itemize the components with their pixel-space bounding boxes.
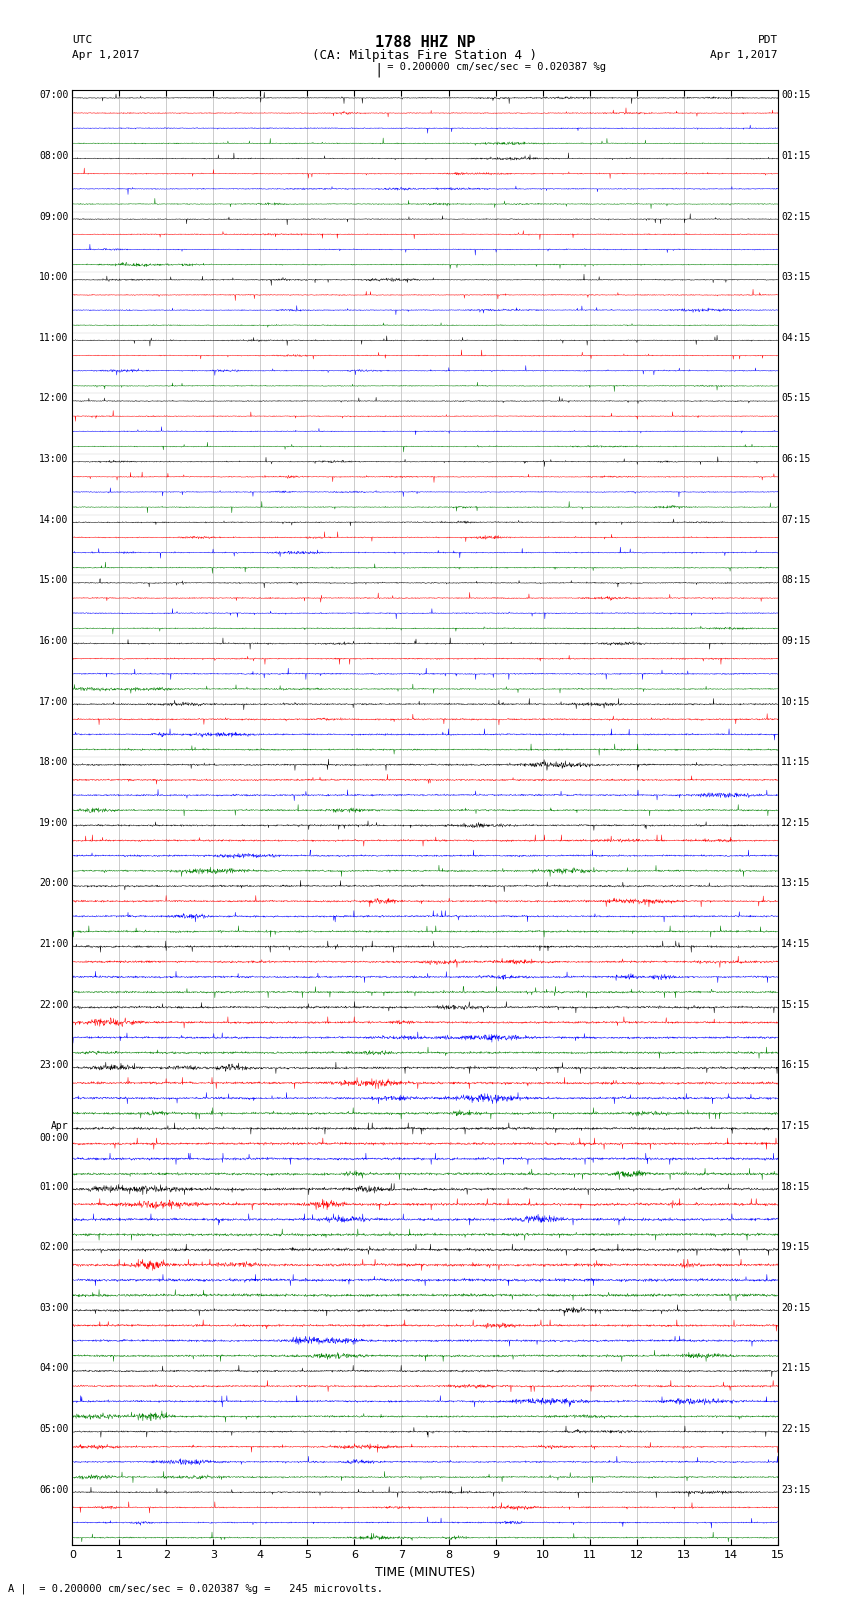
Text: 04:00: 04:00 [39,1363,69,1373]
Text: 03:00: 03:00 [39,1303,69,1313]
Text: 02:15: 02:15 [781,211,811,221]
Text: 09:15: 09:15 [781,636,811,645]
Text: 16:00: 16:00 [39,636,69,645]
Text: 14:15: 14:15 [781,939,811,948]
Text: 17:15: 17:15 [781,1121,811,1131]
Text: 19:15: 19:15 [781,1242,811,1252]
Text: UTC: UTC [72,35,93,45]
Text: 11:00: 11:00 [39,332,69,344]
Text: A |  = 0.200000 cm/sec/sec = 0.020387 %g =   245 microvolts.: A | = 0.200000 cm/sec/sec = 0.020387 %g … [8,1582,383,1594]
Text: 20:15: 20:15 [781,1303,811,1313]
Text: 20:00: 20:00 [39,879,69,889]
Text: 09:00: 09:00 [39,211,69,221]
Text: 14:00: 14:00 [39,515,69,524]
Text: 02:00: 02:00 [39,1242,69,1252]
Text: 21:15: 21:15 [781,1363,811,1373]
Text: 18:15: 18:15 [781,1181,811,1192]
Text: 03:15: 03:15 [781,273,811,282]
Text: 10:00: 10:00 [39,273,69,282]
Text: 10:15: 10:15 [781,697,811,706]
Text: 12:00: 12:00 [39,394,69,403]
Text: 13:15: 13:15 [781,879,811,889]
Text: 11:15: 11:15 [781,756,811,768]
Text: Apr
00:00: Apr 00:00 [39,1121,69,1142]
Text: 22:00: 22:00 [39,1000,69,1010]
Text: 01:00: 01:00 [39,1181,69,1192]
Text: Apr 1,2017: Apr 1,2017 [711,50,778,60]
Text: 07:00: 07:00 [39,90,69,100]
Text: 15:00: 15:00 [39,576,69,586]
Text: 15:15: 15:15 [781,1000,811,1010]
Text: 07:15: 07:15 [781,515,811,524]
Text: 01:15: 01:15 [781,152,811,161]
Text: PDT: PDT [757,35,778,45]
Text: 05:15: 05:15 [781,394,811,403]
Text: 13:00: 13:00 [39,455,69,465]
Text: (CA: Milpitas Fire Station 4 ): (CA: Milpitas Fire Station 4 ) [313,50,537,63]
Text: 04:15: 04:15 [781,332,811,344]
Text: 21:00: 21:00 [39,939,69,948]
Text: 19:00: 19:00 [39,818,69,827]
Text: 08:15: 08:15 [781,576,811,586]
Text: 1788 HHZ NP: 1788 HHZ NP [375,35,475,50]
Text: 12:15: 12:15 [781,818,811,827]
Text: 05:00: 05:00 [39,1424,69,1434]
Text: 06:00: 06:00 [39,1484,69,1495]
Text: 22:15: 22:15 [781,1424,811,1434]
Text: 06:15: 06:15 [781,455,811,465]
Text: 00:15: 00:15 [781,90,811,100]
Text: 18:00: 18:00 [39,756,69,768]
Text: 17:00: 17:00 [39,697,69,706]
Text: Apr 1,2017: Apr 1,2017 [72,50,139,60]
Text: 23:15: 23:15 [781,1484,811,1495]
Text: = 0.200000 cm/sec/sec = 0.020387 %g: = 0.200000 cm/sec/sec = 0.020387 %g [381,63,606,73]
Text: 08:00: 08:00 [39,152,69,161]
Text: 23:00: 23:00 [39,1060,69,1071]
Text: |: | [374,63,382,76]
X-axis label: TIME (MINUTES): TIME (MINUTES) [375,1566,475,1579]
Text: 16:15: 16:15 [781,1060,811,1071]
